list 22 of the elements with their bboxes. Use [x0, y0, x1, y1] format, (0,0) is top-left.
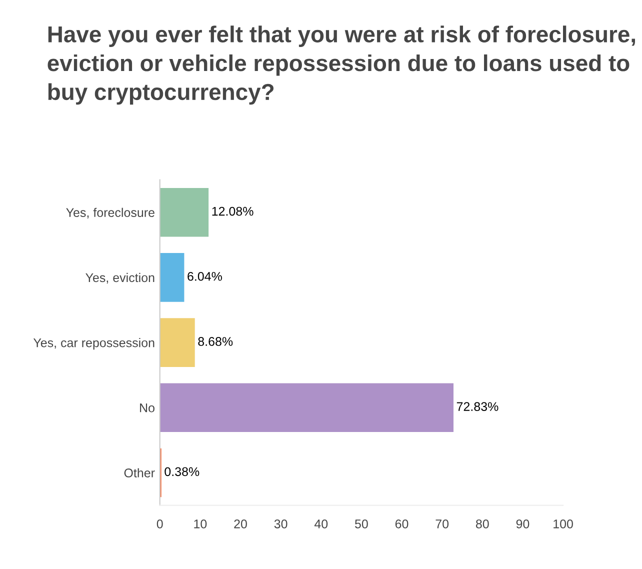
- x-tick-label: 60: [395, 519, 408, 528]
- x-tick-label: 80: [476, 519, 489, 528]
- y-tick-label: Yes, car repossession: [33, 338, 154, 350]
- data-label: 6.04%: [188, 272, 222, 281]
- data-label: 8.68%: [198, 337, 233, 346]
- x-tick-label: 70: [436, 519, 449, 528]
- x-tick-label: 20: [234, 519, 247, 528]
- chart-title: Have you ever felt that you were at risk of foreclosure, eviction or vehicle repossession due to loans used to buy cryptocurrency?: [48, 26, 635, 105]
- data-label: 12.08%: [212, 206, 254, 216]
- x-tick-label: 90: [516, 519, 530, 528]
- data-label: 72.83%: [456, 402, 498, 411]
- y-tick-label: Other: [124, 468, 155, 478]
- x-tick-label: 0: [156, 519, 163, 528]
- y-tick-label: Yes, eviction: [86, 272, 154, 284]
- y-tick-label: Yes, foreclosure: [66, 208, 154, 218]
- x-tick-label: 100: [554, 519, 573, 528]
- x-tick-label: 30: [274, 519, 288, 528]
- data-label: 0.38%: [164, 467, 200, 476]
- y-tick-label: No: [140, 404, 154, 412]
- x-tick-label: 10: [194, 519, 207, 528]
- x-tick-label: 50: [354, 519, 368, 528]
- x-tick-label: 40: [314, 519, 328, 528]
